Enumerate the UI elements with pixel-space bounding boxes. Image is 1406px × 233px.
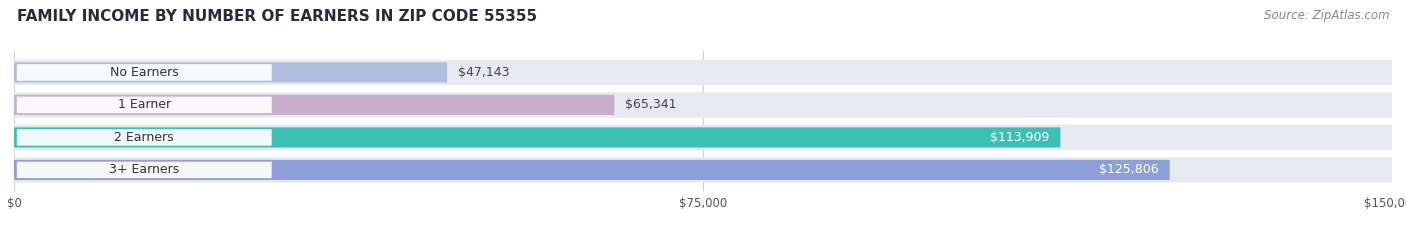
FancyBboxPatch shape [14, 95, 614, 115]
FancyBboxPatch shape [14, 160, 1170, 180]
FancyBboxPatch shape [17, 129, 271, 146]
Text: No Earners: No Earners [110, 66, 179, 79]
Text: $125,806: $125,806 [1099, 163, 1159, 176]
Text: FAMILY INCOME BY NUMBER OF EARNERS IN ZIP CODE 55355: FAMILY INCOME BY NUMBER OF EARNERS IN ZI… [17, 9, 537, 24]
Text: $65,341: $65,341 [626, 98, 676, 111]
FancyBboxPatch shape [17, 162, 271, 178]
Text: 2 Earners: 2 Earners [114, 131, 174, 144]
FancyBboxPatch shape [14, 127, 1060, 147]
Text: $47,143: $47,143 [458, 66, 509, 79]
FancyBboxPatch shape [14, 62, 447, 82]
FancyBboxPatch shape [14, 125, 1392, 150]
FancyBboxPatch shape [14, 157, 1392, 183]
FancyBboxPatch shape [17, 64, 271, 81]
Text: Source: ZipAtlas.com: Source: ZipAtlas.com [1264, 9, 1389, 22]
Text: 1 Earner: 1 Earner [118, 98, 172, 111]
FancyBboxPatch shape [17, 97, 271, 113]
FancyBboxPatch shape [14, 60, 1392, 85]
Text: $113,909: $113,909 [990, 131, 1049, 144]
FancyBboxPatch shape [14, 92, 1392, 118]
Text: 3+ Earners: 3+ Earners [110, 163, 180, 176]
